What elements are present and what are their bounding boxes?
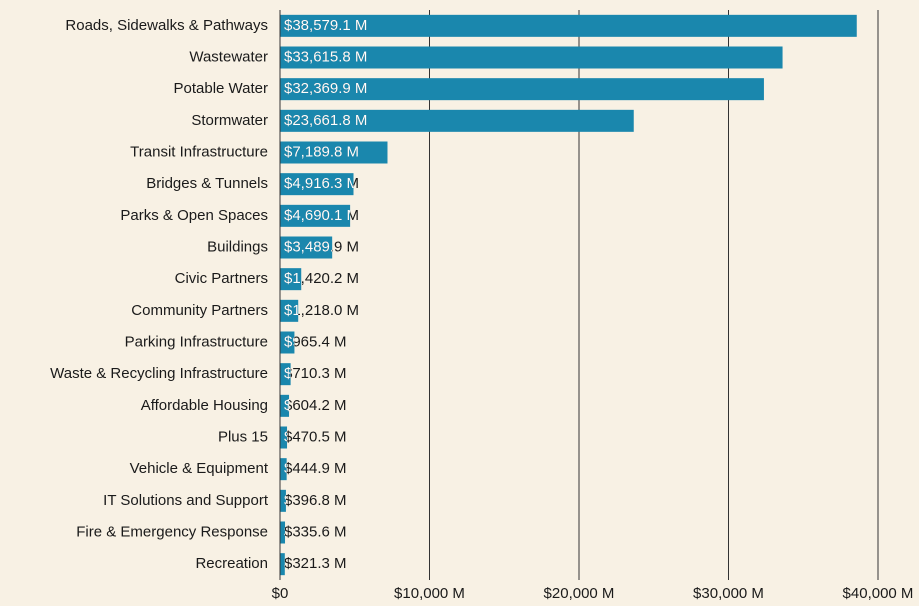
value-label-inner: $321.3 M bbox=[284, 555, 347, 572]
value-label-inner: $23,661.8 M bbox=[284, 112, 367, 129]
value-label: $33,615.8 M bbox=[284, 48, 367, 65]
value-label: $1,420.2 M bbox=[284, 270, 359, 287]
value-label: $396.8 M bbox=[284, 492, 347, 509]
bar bbox=[280, 394, 290, 417]
y-tick-label: Civic Partners bbox=[175, 270, 268, 287]
y-tick-label: Buildings bbox=[207, 238, 268, 255]
value-label-inner: $710.3 M bbox=[284, 365, 347, 382]
value-label-inner: $4,916.3 M bbox=[284, 175, 359, 192]
value-label: $1,218.0 M bbox=[284, 302, 359, 319]
value-label-inner: $444.9 M bbox=[284, 460, 347, 477]
bar bbox=[280, 236, 333, 259]
y-tick-label: Community Partners bbox=[131, 302, 268, 319]
value-label: $604.2 M bbox=[284, 397, 347, 414]
x-tick-label: $10,000 M bbox=[394, 585, 465, 602]
value-label: $965.4 M bbox=[284, 333, 347, 350]
value-label: $321.3 M bbox=[284, 555, 347, 572]
y-tick-label: Vehicle & Equipment bbox=[130, 460, 269, 477]
value-label-inner: $1,218.0 M bbox=[284, 302, 359, 319]
y-tick-label: Recreation bbox=[195, 555, 268, 572]
y-tick-label: Bridges & Tunnels bbox=[146, 175, 268, 192]
bar bbox=[280, 268, 302, 291]
bar bbox=[280, 109, 634, 132]
y-tick-label: Waste & Recycling Infrastructure bbox=[50, 365, 268, 382]
value-label-inner: $604.2 M bbox=[284, 397, 347, 414]
value-label-inner: $470.5 M bbox=[284, 428, 347, 445]
value-label-inner: $7,189.8 M bbox=[284, 143, 359, 160]
bar bbox=[280, 46, 783, 69]
y-tick-label: Transit Infrastructure bbox=[130, 143, 268, 160]
bar bbox=[280, 78, 764, 101]
value-label-inner: $33,615.8 M bbox=[284, 48, 367, 65]
bar bbox=[280, 204, 351, 227]
value-label: $710.3 M bbox=[284, 365, 347, 382]
value-label-inner: $335.6 M bbox=[284, 523, 347, 540]
value-label-inner: $396.8 M bbox=[284, 492, 347, 509]
y-tick-label: Fire & Emergency Response bbox=[76, 523, 268, 540]
bar bbox=[280, 173, 354, 196]
bar bbox=[280, 521, 286, 544]
x-tick-label: $20,000 M bbox=[544, 585, 615, 602]
value-label: $23,661.8 M bbox=[284, 112, 367, 129]
bar bbox=[280, 553, 285, 576]
bar bbox=[280, 363, 291, 386]
y-tick-label: Parking Infrastructure bbox=[125, 333, 268, 350]
bar bbox=[280, 426, 288, 449]
x-tick-label: $0 bbox=[272, 585, 289, 602]
value-label: $38,579.1 M bbox=[284, 17, 367, 34]
y-tick-label: Affordable Housing bbox=[141, 397, 268, 414]
y-tick-label: Wastewater bbox=[189, 48, 268, 65]
y-tick-label: Roads, Sidewalks & Pathways bbox=[65, 17, 268, 34]
y-tick-label: Stormwater bbox=[191, 112, 268, 129]
bar bbox=[280, 489, 286, 512]
value-label: $7,189.8 M bbox=[284, 143, 359, 160]
bar bbox=[280, 141, 388, 164]
value-label-inner: $38,579.1 M bbox=[284, 17, 367, 34]
y-tick-label: Potable Water bbox=[174, 80, 269, 97]
bar bbox=[280, 14, 857, 37]
value-label: $3,489.9 M bbox=[284, 238, 359, 255]
y-tick-label: Parks & Open Spaces bbox=[120, 207, 268, 224]
bar bbox=[280, 331, 295, 354]
value-label-inner: $1,420.2 M bbox=[284, 270, 359, 287]
value-label-inner: $32,369.9 M bbox=[284, 80, 367, 97]
x-tick-label: $40,000 M bbox=[843, 585, 914, 602]
value-label: $4,916.3 M bbox=[284, 175, 359, 192]
value-label-inner: $965.4 M bbox=[284, 333, 347, 350]
y-tick-label: Plus 15 bbox=[218, 428, 268, 445]
bar bbox=[280, 299, 299, 322]
x-tick-label: $30,000 M bbox=[693, 585, 764, 602]
value-label: $32,369.9 M bbox=[284, 80, 367, 97]
value-label: $4,690.1 M bbox=[284, 207, 359, 224]
value-label: $444.9 M bbox=[284, 460, 347, 477]
value-label: $335.6 M bbox=[284, 523, 347, 540]
value-label-inner: $3,489.9 M bbox=[284, 238, 359, 255]
bar bbox=[280, 458, 287, 481]
value-label-inner: $4,690.1 M bbox=[284, 207, 359, 224]
value-label: $470.5 M bbox=[284, 428, 347, 445]
y-tick-label: IT Solutions and Support bbox=[103, 492, 269, 509]
